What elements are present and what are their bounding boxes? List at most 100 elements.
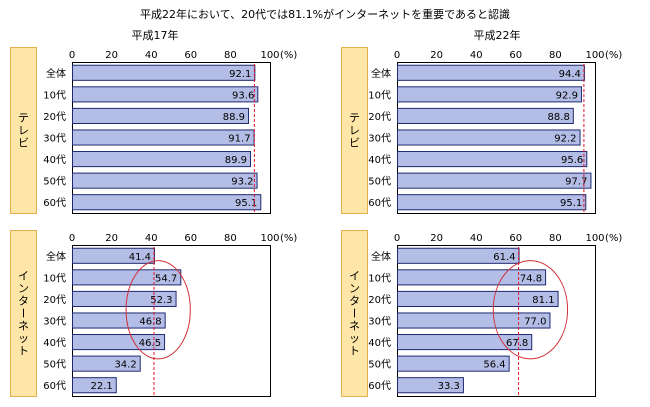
panel-1-bar: [72, 172, 258, 189]
panel-3-value-label: 54.7: [155, 273, 177, 284]
panel-2-value-label: 97.7: [565, 177, 587, 188]
panel-4-category-label: 10代: [368, 272, 391, 284]
panel-2-tick-label: 0: [394, 50, 400, 61]
panel-2-group-label-box: [341, 47, 368, 214]
panel-3-tick-label: 100: [260, 233, 279, 244]
panel-4-category-label: 30代: [368, 316, 391, 328]
panel-4-category-label: 20代: [368, 294, 391, 306]
panel-2-bar: [397, 64, 585, 81]
panel-1-category-label: 30代: [43, 133, 66, 145]
panel-4-highlight-ellipse: [492, 260, 569, 360]
panel-2-bar: [397, 151, 588, 168]
panel-3-category-label: 40代: [43, 337, 66, 349]
panel-4-bar: [397, 312, 551, 329]
panel-3-group-label-char: ッ: [18, 332, 29, 345]
panel-1-bar: [72, 64, 256, 81]
panel-1-column-title: 平成17年: [132, 28, 179, 42]
panel-4-unit-label: (%): [605, 233, 622, 244]
panel-4-group-label-char: ト: [349, 345, 360, 358]
panel-4-bar: [397, 269, 547, 286]
panel-4-category-label: 50代: [368, 359, 391, 371]
panel-1-value-label: 93.6: [232, 90, 254, 101]
panel-4-category-label: 全体: [371, 250, 391, 263]
panel-4-tick-label: 60: [509, 233, 522, 244]
panel-2-value-label: 95.6: [561, 155, 583, 166]
panel-4-value-label: 33.3: [438, 381, 460, 392]
panel-3-bar: [72, 334, 166, 351]
panel-3-bar: [72, 312, 166, 329]
panel-1-value-label: 93.2: [231, 177, 253, 188]
panel-2-value-label: 94.4: [559, 69, 581, 80]
panel-2-category-label: 全体: [371, 67, 391, 80]
panel-4-group-label-char: ッ: [349, 332, 360, 345]
panel-4-group-label-box: [341, 230, 368, 397]
panel-1-bar: [72, 86, 259, 103]
panel-1-group-label-box: [10, 47, 37, 214]
panel-3-unit-label: (%): [280, 233, 297, 244]
panel-4-tick-label: 100: [585, 233, 604, 244]
figure-title: 平成22年において、20代では81.1%がインターネットを重要であると認識: [140, 7, 510, 21]
panel-2-category-label: 40代: [368, 154, 391, 166]
panel-3-tick-label: 80: [224, 233, 237, 244]
panel-1-category-label: 40代: [43, 154, 66, 166]
panel-2-bar: [397, 86, 582, 103]
panel-2-category-label: 30代: [368, 133, 391, 145]
panel-3-group-label-char: ト: [18, 345, 29, 358]
panel-2-value-label: 88.8: [548, 112, 570, 123]
panel-3-bar: [72, 247, 155, 264]
panel-1-tick-label: 100: [260, 50, 279, 61]
panel-3-value-label: 22.1: [90, 381, 112, 392]
panel-2-bar: [397, 172, 592, 189]
panel-3-value-label: 46.8: [139, 317, 161, 328]
panel-4-group-label-char: ネ: [349, 320, 360, 333]
panel-1-bar: [72, 151, 252, 168]
panel-3-category-label: 50代: [43, 359, 66, 371]
panel-2-category-label: 20代: [368, 111, 391, 123]
panel-3-group-label-char: ネ: [18, 320, 29, 333]
panel-2-value-label: 92.9: [556, 90, 578, 101]
panel-3-group-label-char: ー: [17, 308, 30, 319]
panel-2-tick-label: 20: [430, 50, 443, 61]
panel-3-value-label: 46.5: [139, 338, 161, 349]
panel-2-tick-label: 60: [509, 50, 522, 61]
panel-1-category-label: 60代: [43, 197, 66, 209]
panel-2-category-label: 50代: [368, 176, 391, 188]
panel-4-category-label: 40代: [368, 337, 391, 349]
panel-4-tick-label: 40: [470, 233, 483, 244]
panel-2-tick-label: 100: [585, 50, 604, 61]
panel-1-tick-label: 0: [69, 50, 75, 61]
panel-3-tick-label: 0: [69, 233, 75, 244]
panel-3-bar: [72, 290, 177, 307]
panel-1-category-label: 全体: [46, 67, 66, 80]
panel-4-bar: [397, 290, 559, 307]
panel-1-value-label: 95.1: [235, 198, 257, 209]
panel-4-group-label-char: イ: [349, 270, 360, 283]
panel-2-bar: [397, 194, 587, 211]
panel-4-tick-label: 0: [394, 233, 400, 244]
panel-4-tick-label: 20: [430, 233, 443, 244]
panel-4-group-label-char: ン: [349, 282, 360, 295]
panel-2-tick-label: 80: [549, 50, 562, 61]
panel-4-value-label: 81.1: [532, 295, 554, 306]
panel-1-group-label-char: レ: [18, 124, 29, 137]
panel-1-group-label-char: テ: [18, 112, 29, 125]
panel-3-value-label: 52.3: [150, 295, 172, 306]
panel-2-category-label: 10代: [368, 89, 391, 101]
panel-3-highlight-ellipse: [125, 260, 191, 360]
panel-3-group-label-box: [10, 230, 37, 397]
panel-3-category-label: 60代: [43, 380, 66, 392]
panel-2-group-label-char: テ: [349, 112, 360, 125]
panel-3-group-label-char: イ: [18, 270, 29, 283]
panel-2-column-title: 平成22年: [474, 28, 521, 42]
panel-3-category-label: 30代: [43, 316, 66, 328]
panel-1-bar: [72, 107, 250, 124]
panel-1-category-label: 50代: [43, 176, 66, 188]
panel-2-bar: [397, 107, 574, 124]
panel-3-group-label-char: タ: [18, 295, 29, 308]
panel-2-group-label-char: レ: [349, 124, 360, 137]
panel-3-category-label: 10代: [43, 272, 66, 284]
panel-3-category-label: 20代: [43, 294, 66, 306]
panel-4-bar: [397, 247, 520, 264]
